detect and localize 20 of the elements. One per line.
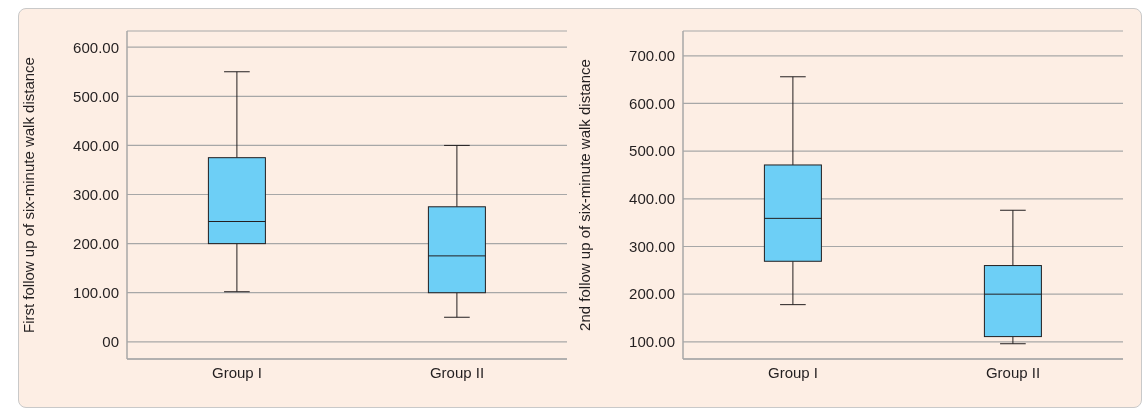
- x-tick-label: Group I: [767, 363, 819, 381]
- y-tick-label: 400.00: [629, 190, 675, 208]
- y-axis-title: First follow up of six-minute walk distance: [20, 57, 38, 333]
- y-tick-label: 00: [102, 333, 119, 351]
- y-tick-label: 200.00: [73, 234, 119, 252]
- y-tick-label: 400.00: [73, 136, 119, 154]
- y-tick-label: 500.00: [629, 142, 675, 160]
- x-tick-label: Group I: [211, 363, 263, 381]
- y-tick-label: 600.00: [629, 94, 675, 112]
- y-axis-title: 2nd follow up of six-minute walk distance: [576, 59, 594, 331]
- x-tick-label: Group II: [985, 363, 1041, 381]
- y-tick-label: 300.00: [73, 185, 119, 203]
- y-tick-label: 100.00: [629, 333, 675, 351]
- y-tick-label: 200.00: [629, 285, 675, 303]
- y-tick-label: 500.00: [73, 87, 119, 105]
- y-tick-label: 100.00: [73, 284, 119, 302]
- y-tick-label: 700.00: [629, 47, 675, 65]
- y-tick-label: 300.00: [629, 237, 675, 255]
- x-tick-label: Group II: [429, 363, 485, 381]
- y-tick-label: 600.00: [73, 38, 119, 56]
